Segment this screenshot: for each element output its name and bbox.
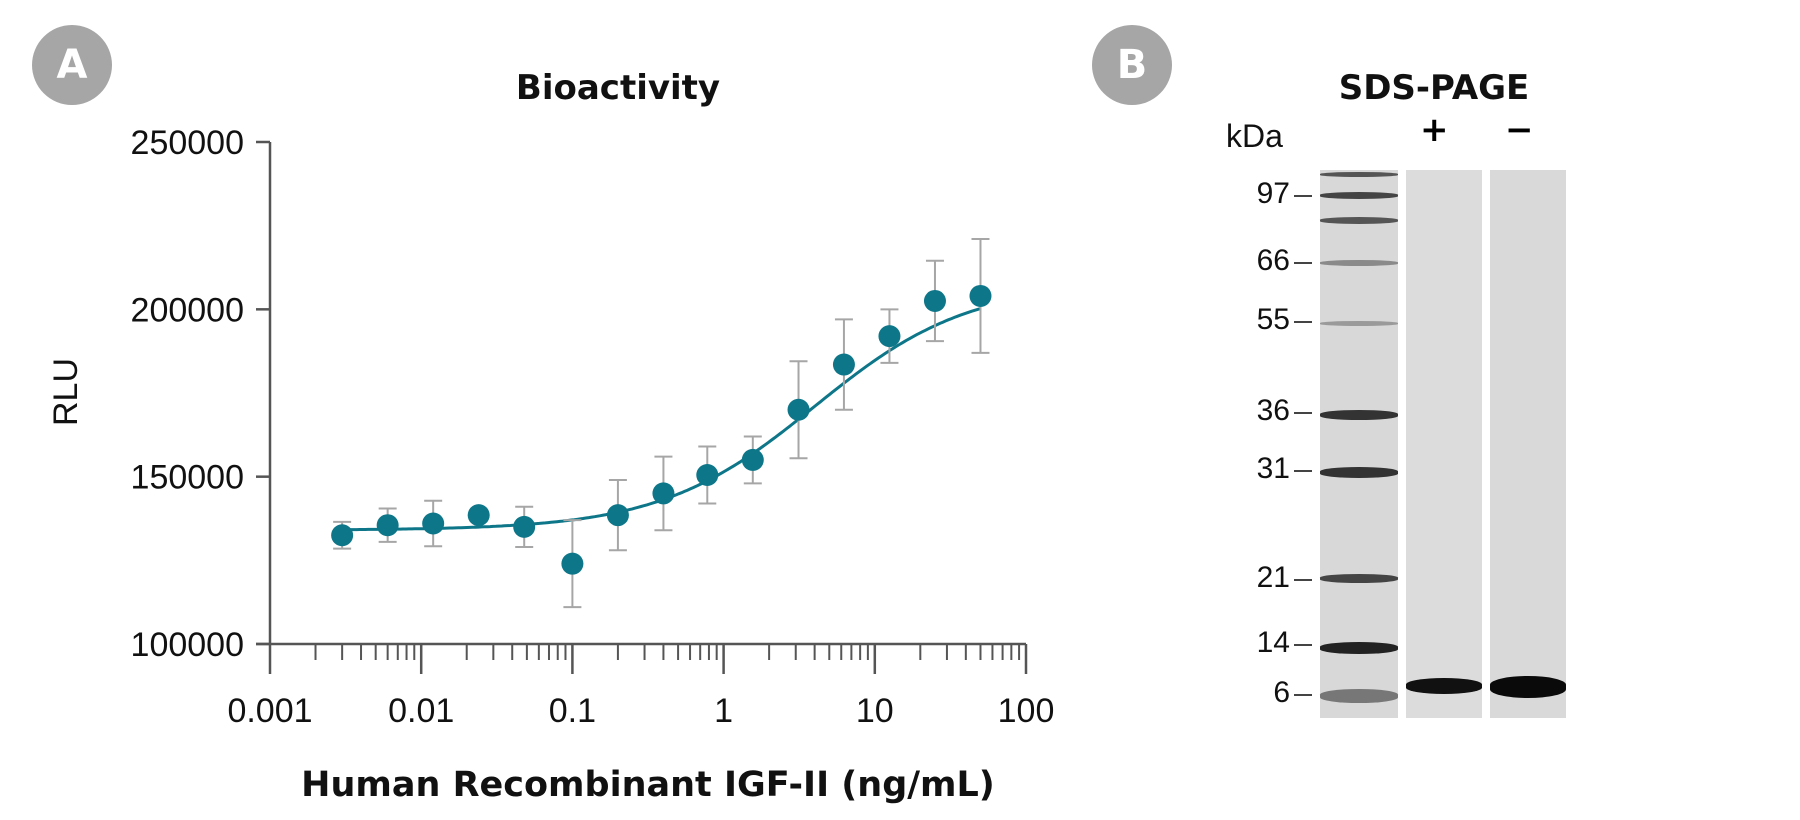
data-point (741, 448, 764, 471)
x-tick-label: 100 (998, 692, 1055, 730)
ladder-band (1320, 321, 1398, 326)
sample-band-minus (1490, 676, 1566, 698)
data-point (422, 512, 445, 535)
data-point (832, 353, 855, 376)
ladder-band (1320, 217, 1398, 224)
ladder-band (1320, 260, 1398, 266)
marker-tick (1294, 262, 1312, 264)
marker-tick (1294, 195, 1312, 197)
x-tick-label: 0.01 (388, 692, 454, 730)
data-point (652, 482, 675, 505)
x-tick-label: 0.001 (227, 692, 312, 730)
panel-a-badge: A (32, 25, 112, 105)
marker-tick (1294, 412, 1312, 414)
kda-label: kDa (1226, 118, 1283, 154)
x-axis-label: Human Recombinant IGF-II (ng/mL) (301, 765, 995, 805)
marker-label: 66 (1256, 244, 1290, 277)
y-tick-label: 100000 (131, 626, 244, 664)
sample-band-plus (1406, 678, 1482, 694)
marker-label: 97 (1256, 177, 1290, 210)
marker-label: 55 (1256, 303, 1290, 336)
lane-label-plus: + (1420, 110, 1449, 150)
marker-label: 36 (1256, 394, 1290, 427)
ladder-band (1320, 574, 1398, 583)
marker-label: 14 (1256, 626, 1290, 659)
data-point (878, 325, 901, 348)
x-tick-label: 10 (856, 692, 894, 730)
data-point (561, 552, 584, 575)
y-tick-label: 150000 (131, 459, 244, 497)
marker-tick (1294, 321, 1312, 323)
y-axis-label: RLU (47, 358, 85, 426)
ladder-band (1320, 642, 1398, 654)
ladder-band (1320, 172, 1398, 177)
data-point (467, 504, 490, 527)
marker-tick (1294, 579, 1312, 581)
gel-lane-minus (1490, 170, 1566, 718)
x-tick-label: 0.1 (549, 692, 596, 730)
data-point (696, 463, 719, 486)
gel-title: SDS-PAGE (1338, 68, 1530, 108)
y-tick-label: 250000 (131, 124, 244, 162)
ladder-band (1320, 689, 1398, 703)
y-tick-label: 200000 (131, 291, 244, 329)
ladder-band (1320, 467, 1398, 478)
data-point (606, 504, 629, 527)
gel-ladder-lane (1320, 170, 1398, 718)
data-point (513, 515, 536, 538)
marker-tick (1294, 694, 1312, 696)
gel-lane-plus (1406, 170, 1482, 718)
data-point (787, 398, 810, 421)
marker-label: 31 (1256, 452, 1290, 485)
marker-tick (1294, 644, 1312, 646)
data-point (376, 514, 399, 537)
marker-label: 6 (1273, 676, 1290, 709)
lane-label-minus: − (1505, 110, 1534, 150)
chart-title: Bioactivity (515, 68, 721, 108)
data-point (969, 284, 992, 307)
panel-b-badge: B (1092, 25, 1172, 105)
marker-label: 21 (1256, 561, 1290, 594)
ladder-band (1320, 192, 1398, 199)
data-point (923, 289, 946, 312)
x-tick-label: 1 (714, 692, 733, 730)
data-point (331, 524, 354, 547)
ladder-band (1320, 410, 1398, 420)
marker-tick (1294, 470, 1312, 472)
